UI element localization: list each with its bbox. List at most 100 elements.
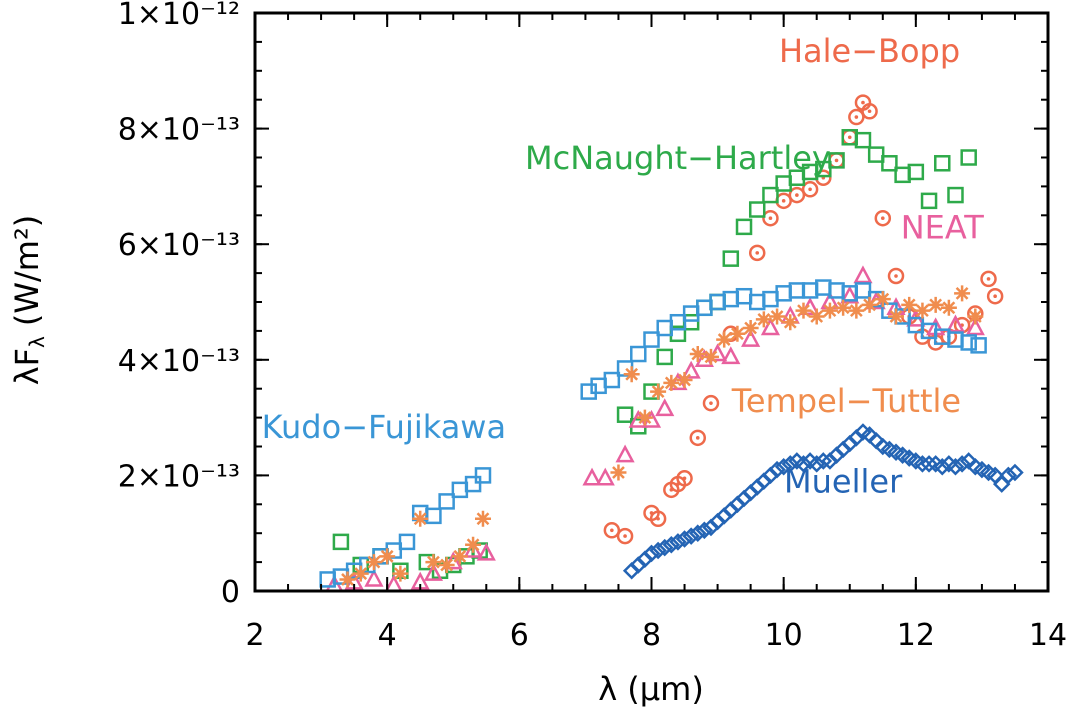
- data-point: [760, 317, 781, 336]
- data-point: [643, 331, 660, 348]
- data-point: [364, 568, 384, 587]
- series-label: NEAT: [901, 208, 985, 246]
- data-point: [788, 186, 806, 204]
- data-point: [999, 466, 1018, 485]
- tick-marks: [254, 12, 1049, 592]
- data-point-dot: [709, 401, 713, 405]
- data-point: [722, 250, 740, 267]
- data-point: [986, 287, 1004, 305]
- x-axis-title: λ (μm): [598, 670, 704, 708]
- data-point: [914, 302, 931, 319]
- data-point: [681, 360, 701, 379]
- data-point-dot: [834, 158, 839, 163]
- data-point: [794, 455, 813, 473]
- data-point: [630, 345, 647, 363]
- data-point: [696, 299, 713, 317]
- data-point-dot: [880, 216, 885, 220]
- data-point: [742, 320, 759, 337]
- data-point: [913, 455, 932, 473]
- data-point-dot: [867, 109, 872, 114]
- data-point: [332, 533, 350, 551]
- data-point: [438, 556, 455, 573]
- data-point-dot: [861, 100, 865, 105]
- data-point: [867, 146, 885, 163]
- data-point-dot: [781, 199, 786, 203]
- x-tick-label: 8: [642, 618, 661, 653]
- data-point-dot: [755, 251, 760, 255]
- data-point: [927, 296, 944, 313]
- series-label: Mueller: [784, 463, 903, 501]
- data-point-dot: [768, 216, 773, 220]
- data-point-dot: [795, 193, 799, 197]
- data-point-dot: [986, 277, 991, 281]
- data-point: [582, 467, 602, 486]
- data-point: [814, 452, 833, 470]
- data-point: [689, 346, 706, 363]
- data-point: [465, 536, 482, 553]
- data-point: [735, 287, 753, 305]
- data-point: [476, 542, 496, 561]
- data-point: [953, 455, 971, 473]
- data-point: [603, 522, 621, 539]
- data-point: [656, 348, 673, 366]
- data-point: [854, 282, 872, 299]
- data-point: [352, 565, 369, 582]
- data-point: [835, 299, 852, 316]
- data-point: [722, 290, 740, 308]
- data-point: [655, 398, 675, 417]
- data-point: [954, 285, 971, 302]
- data-point: [682, 305, 700, 322]
- data-point-dot: [894, 274, 898, 278]
- data-point: [398, 533, 416, 551]
- data-point: [940, 299, 957, 316]
- data-point: [735, 218, 753, 236]
- data-point: [676, 372, 693, 389]
- data-point: [729, 325, 746, 342]
- data-point: [451, 548, 468, 565]
- data-point-dot: [623, 534, 627, 538]
- data-point: [808, 308, 825, 325]
- x-tick-label: 2: [245, 618, 264, 653]
- data-point: [933, 457, 952, 476]
- y-axis-title-main: λF: [8, 348, 46, 385]
- data-point: [748, 293, 766, 311]
- data-point: [861, 103, 878, 120]
- data-point: [874, 209, 892, 227]
- data-point: [464, 475, 482, 493]
- x-tick-label: 6: [510, 618, 529, 653]
- series-label: Hale−Bopp: [779, 32, 960, 70]
- data-point: [636, 409, 653, 426]
- data-point: [423, 563, 444, 581]
- data-point: [965, 317, 985, 336]
- data-point: [828, 152, 845, 169]
- data-point: [616, 406, 634, 423]
- data-point-dot: [854, 115, 859, 119]
- data-point: [815, 279, 832, 296]
- series-label: Kudo−Fujikawa: [262, 408, 506, 446]
- data-point: [623, 366, 640, 383]
- data-point: [603, 371, 621, 389]
- data-point: [945, 314, 966, 333]
- data-point: [695, 521, 714, 540]
- data-point: [365, 554, 382, 571]
- data-marks: [319, 94, 1024, 593]
- data-point: [781, 455, 800, 473]
- data-point: [379, 548, 396, 565]
- data-point: [861, 296, 878, 313]
- data-point: [655, 538, 674, 557]
- data-point: [934, 155, 951, 172]
- data-point: [610, 464, 627, 481]
- data-point: [642, 544, 661, 563]
- data-point: [762, 186, 779, 204]
- y-tick-label: 4×10⁻¹³: [118, 344, 240, 379]
- data-point: [967, 308, 984, 325]
- data-point: [656, 319, 673, 337]
- data-point: [920, 455, 938, 473]
- data-point: [663, 374, 680, 391]
- data-point: [887, 267, 905, 285]
- data-point: [696, 299, 713, 317]
- y-tick-label: 2×10⁻¹³: [118, 459, 240, 494]
- data-point: [881, 155, 898, 172]
- data-point: [615, 444, 635, 463]
